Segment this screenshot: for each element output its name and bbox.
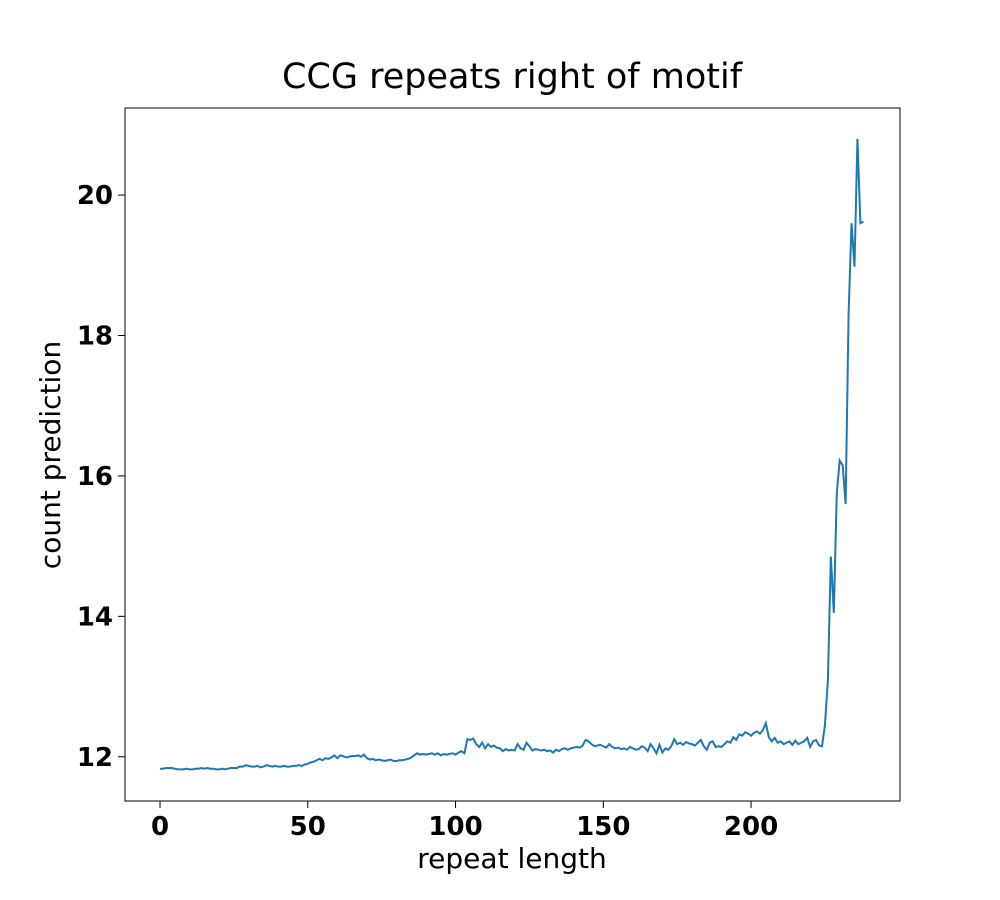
y-tick-label: 12 [77,743,113,773]
x-axis-label: repeat length [417,842,606,875]
x-tick-label: 200 [724,812,778,842]
x-tick-label: 50 [290,812,326,842]
x-tick-label: 150 [576,812,630,842]
y-tick-label: 20 [77,181,113,211]
y-tick-label: 16 [77,462,113,492]
chart-title: CCG repeats right of motif [282,57,743,97]
y-axis-label: count prediction [34,341,67,569]
data-line [160,138,864,771]
x-tick-label: 100 [428,812,482,842]
y-tick-label: 14 [77,602,113,632]
y-tick-label: 18 [77,321,113,351]
plot-frame [124,107,901,802]
x-tick-label: 0 [151,812,169,842]
